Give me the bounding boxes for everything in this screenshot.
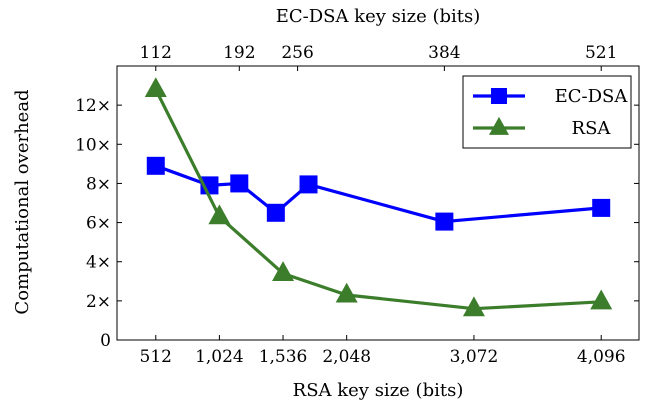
- data-point-rsa: [272, 261, 295, 281]
- legend: EC-DSA RSA: [462, 75, 632, 149]
- y-tick-label: 2×: [86, 292, 111, 312]
- plot-frame: [116, 65, 640, 341]
- x2-tick-label: 256: [281, 43, 313, 63]
- y-tick-label: 6×: [86, 214, 111, 234]
- legend-label-ec-dsa: EC-DSA: [555, 86, 629, 107]
- data-point-ec-dsa: [592, 198, 611, 217]
- y-axis-title: Computational overhead: [12, 89, 33, 314]
- data-point-ec-dsa: [266, 203, 285, 222]
- series-rsa: [144, 77, 613, 317]
- left-axis: 0 2× 4× 6× 8× 10× 12×: [75, 96, 639, 351]
- x-tick-label: 512: [140, 347, 172, 367]
- data-point-rsa: [144, 77, 167, 98]
- x2-tick-label: 521: [585, 43, 617, 63]
- x-tick-label: 1,024: [195, 347, 244, 367]
- legend-marker-ec-dsa: [491, 88, 507, 104]
- data-point-ec-dsa: [435, 212, 454, 231]
- x-tick-label: 2,048: [322, 347, 371, 367]
- x-tick-label: 1,536: [259, 347, 308, 367]
- x-tick-label: 3,072: [450, 347, 499, 367]
- top-axis: 112 192 256 384 521: [140, 43, 617, 71]
- plot-border: [116, 65, 640, 341]
- legend-label-rsa: RSA: [572, 118, 612, 139]
- legend-marker-rsa: [489, 116, 509, 135]
- x2-tick-label: 192: [223, 43, 255, 63]
- y-tick-label: 4×: [86, 253, 111, 273]
- x2-tick-label: 112: [140, 43, 172, 63]
- series-layer: [144, 77, 613, 317]
- x-axis-title: RSA key size (bits): [293, 380, 464, 401]
- data-point-ec-dsa: [299, 175, 318, 194]
- data-point-rsa: [462, 296, 485, 317]
- data-point-rsa: [590, 289, 613, 310]
- x2-axis-title: EC-DSA key size (bits): [276, 6, 481, 27]
- y-tick-label: 8×: [86, 174, 111, 194]
- bottom-axis: 512 1,024 1,536 2,048 3,072 4,096: [140, 335, 626, 367]
- x2-tick-label: 384: [428, 43, 460, 63]
- y-tick-label: 10×: [75, 135, 111, 155]
- data-point-ec-dsa: [230, 174, 249, 193]
- data-point-rsa: [208, 204, 231, 225]
- data-point-rsa: [335, 282, 358, 303]
- x-tick-label: 4,096: [577, 347, 626, 367]
- data-point-ec-dsa: [146, 156, 165, 175]
- series-line-rsa: [154, 88, 602, 311]
- y-tick-label: 12×: [75, 96, 111, 116]
- y-tick-label: 0: [100, 331, 111, 351]
